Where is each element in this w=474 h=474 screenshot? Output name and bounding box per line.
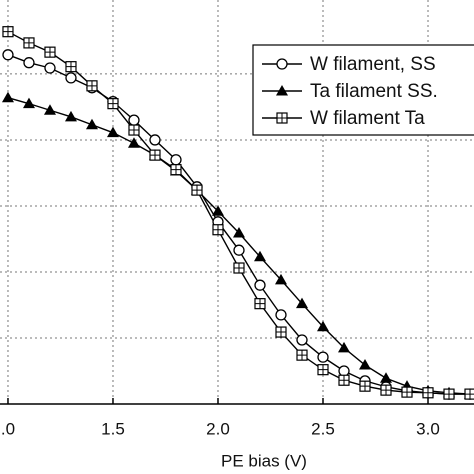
point-cross [44,47,55,58]
point [149,149,161,161]
legend-label: W filament, SS [310,54,436,75]
point [359,359,372,370]
point-cross [444,389,455,400]
point-cross [465,389,474,400]
x-tick-label: 3.0 [416,419,440,438]
point [295,297,308,309]
point [127,137,140,148]
point-cross [318,364,328,375]
x-tick-label: .0 [1,419,15,438]
point [1,91,14,103]
point [317,364,329,376]
point [232,227,245,238]
x-tick-label: 2.0 [206,419,230,438]
legend: W filament, SS Ta filament SS. W filament … [252,44,474,136]
point-cross [277,113,287,123]
x-tick-label: 1.5 [101,419,125,438]
point [338,374,350,386]
point [23,57,35,69]
point [149,134,161,146]
point [64,110,77,122]
series-markers [2,26,474,400]
point-cross [149,150,160,161]
point-cross [212,224,223,235]
point [401,386,413,398]
point [338,341,351,353]
point [464,388,474,400]
x-axis-label: PE bias (V) [221,451,307,470]
point [2,26,14,38]
point-cross [128,125,139,136]
legend-label: W filament Ta [310,108,425,129]
point [274,273,287,285]
point [233,262,245,274]
point-cross [339,375,350,386]
point [338,365,350,377]
point [44,62,56,74]
point [170,154,182,166]
point [359,380,371,392]
legend-box [252,44,474,136]
point [2,49,14,61]
point-cross [254,298,265,309]
legend-marker [276,112,288,124]
point-cross [402,387,413,398]
point [43,104,56,115]
point [443,388,455,400]
point-cross [381,385,392,396]
point-cross [275,327,286,338]
point-cross [233,263,244,274]
point [233,244,245,256]
point [86,80,98,92]
point [254,279,266,291]
point [380,384,392,396]
point [65,72,77,84]
point [22,97,35,109]
point [211,205,224,216]
point [253,250,266,262]
point [107,98,119,110]
point [44,46,56,58]
point [65,61,77,73]
point [296,349,308,361]
point-cross [2,26,13,37]
point [170,164,182,176]
point [23,37,35,49]
x-tick-label: 2.5 [311,419,335,438]
point-cross [107,98,118,109]
point-cross [170,164,181,175]
point [422,387,434,399]
point-cross [23,37,34,48]
point [317,351,329,363]
point [296,334,308,346]
point-cross [65,61,76,72]
point [128,114,140,126]
point [85,118,98,130]
point [275,309,287,321]
point [380,372,393,383]
legend-label: Ta filament SS. [310,81,438,102]
point [106,126,119,138]
point [191,184,203,196]
legend-marker [276,85,288,96]
point [254,298,266,310]
point-cross [423,387,434,398]
point [317,320,330,332]
point-cross [296,350,307,361]
point [128,124,140,136]
legend-marker [276,58,288,70]
point-cross [360,381,371,392]
point-cross [191,185,202,196]
point-cross [86,80,97,91]
point [212,224,224,236]
point [275,326,287,338]
